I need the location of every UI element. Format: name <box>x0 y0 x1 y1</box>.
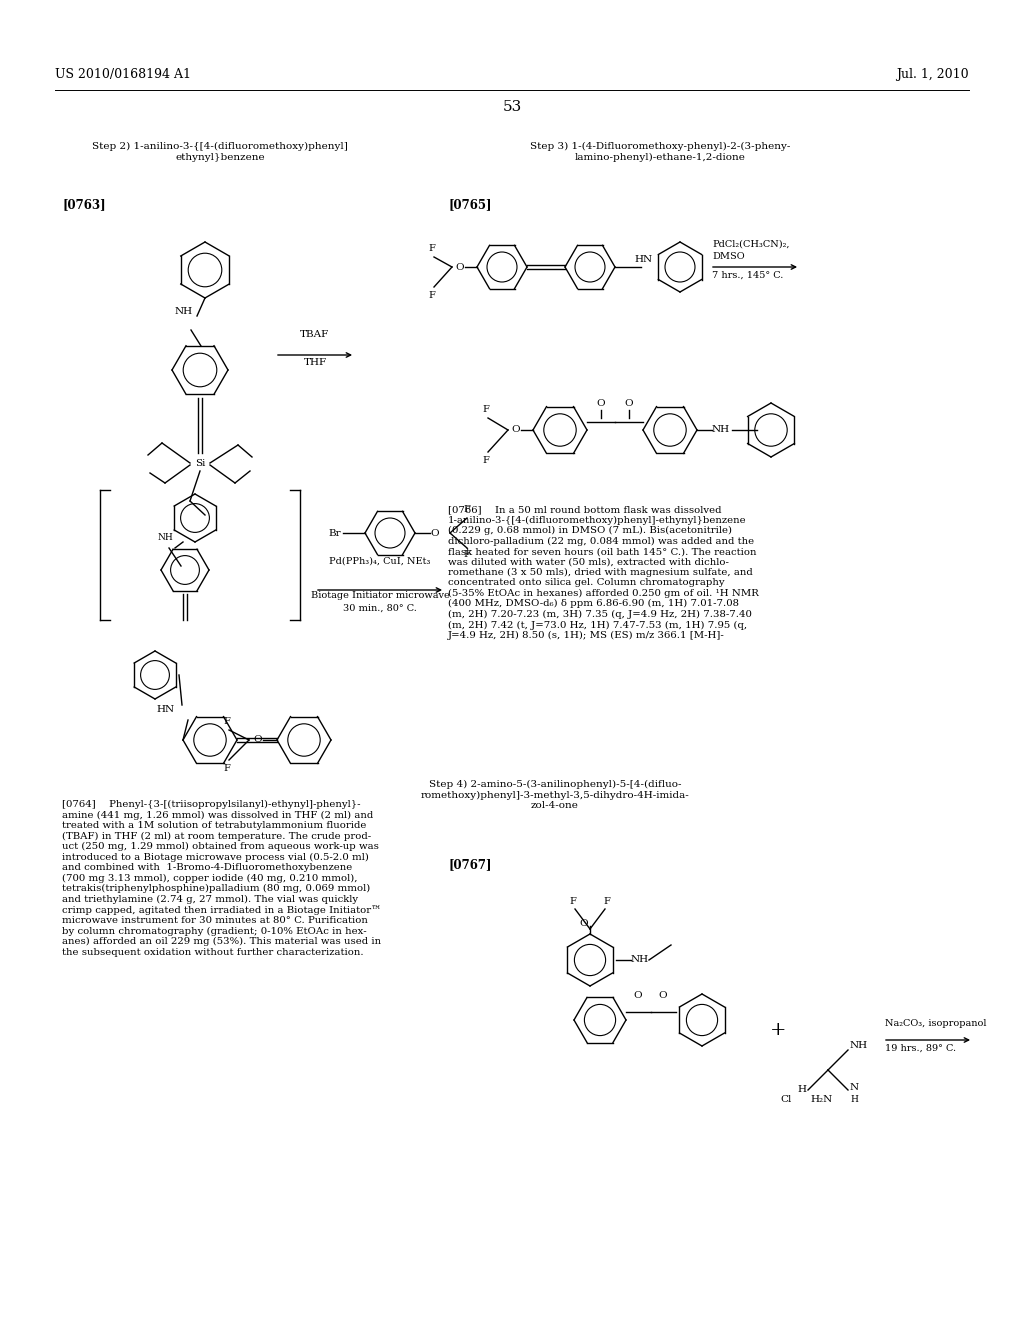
Text: F: F <box>429 290 435 300</box>
Text: THF: THF <box>303 358 327 367</box>
Text: H: H <box>850 1096 858 1105</box>
Text: F: F <box>223 764 230 774</box>
Text: N: N <box>850 1084 859 1093</box>
Text: H: H <box>797 1085 806 1094</box>
Text: O: O <box>658 991 668 1001</box>
Text: HN: HN <box>635 255 653 264</box>
Text: F: F <box>464 550 470 558</box>
Text: +: + <box>770 1020 786 1039</box>
Text: [0767]: [0767] <box>449 858 492 871</box>
Text: 7 hrs., 145° C.: 7 hrs., 145° C. <box>712 271 783 280</box>
Text: F: F <box>569 898 577 906</box>
Text: NH: NH <box>157 533 173 543</box>
Text: [0766]  In a 50 ml round bottom flask was dissolved
1-anilino-3-{[4-(difluoromet: [0766] In a 50 ml round bottom flask was… <box>449 506 759 640</box>
Text: NH: NH <box>712 425 730 434</box>
Text: Step 3) 1-(4-Difluoromethoxy-phenyl)-2-(3-pheny-
lamino-phenyl)-ethane-1,2-dione: Step 3) 1-(4-Difluoromethoxy-phenyl)-2-(… <box>529 143 791 161</box>
Text: Jul. 1, 2010: Jul. 1, 2010 <box>896 69 969 81</box>
Text: F: F <box>223 717 230 726</box>
Text: [0765]: [0765] <box>449 198 492 211</box>
Text: PdCl₂(CH₃CN)₂,: PdCl₂(CH₃CN)₂, <box>712 240 790 249</box>
Text: NH: NH <box>631 956 649 965</box>
Text: H₂N: H₂N <box>810 1096 833 1105</box>
Text: NH: NH <box>850 1041 868 1051</box>
Text: [0764]  Phenyl-{3-[(triisopropylsilanyl)-ethynyl]-phenyl}-
amine (441 mg, 1.26 m: [0764] Phenyl-{3-[(triisopropylsilanyl)-… <box>62 800 381 957</box>
Text: O: O <box>580 919 588 928</box>
Text: 53: 53 <box>503 100 521 114</box>
Text: O: O <box>634 991 642 1001</box>
Text: DMSO: DMSO <box>712 252 744 261</box>
Text: O: O <box>253 735 262 744</box>
Text: F: F <box>482 455 489 465</box>
Text: Biotage Initiator microwave: Biotage Initiator microwave <box>310 591 450 601</box>
Text: O: O <box>430 528 438 537</box>
Text: Step 4) 2-amino-5-(3-anilinophenyl)-5-[4-(difluo-
romethoxy)phenyl]-3-methyl-3,5: Step 4) 2-amino-5-(3-anilinophenyl)-5-[4… <box>421 780 689 810</box>
Text: F: F <box>464 506 470 513</box>
Text: NH: NH <box>175 308 194 317</box>
Text: Na₂CO₃, isopropanol: Na₂CO₃, isopropanol <box>885 1019 986 1028</box>
Text: F: F <box>429 244 435 253</box>
Text: 30 min., 80° C.: 30 min., 80° C. <box>343 605 417 612</box>
Text: F: F <box>482 405 489 414</box>
Text: O: O <box>597 399 605 408</box>
Text: O: O <box>625 399 633 408</box>
Text: HN: HN <box>157 705 175 714</box>
Text: TBAF: TBAF <box>300 330 330 339</box>
Text: F: F <box>603 898 610 906</box>
Text: [0763]: [0763] <box>62 198 105 211</box>
Text: US 2010/0168194 A1: US 2010/0168194 A1 <box>55 69 191 81</box>
Text: Step 2) 1-anilino-3-{[4-(difluoromethoxy)phenyl]
ethynyl}benzene: Step 2) 1-anilino-3-{[4-(difluoromethoxy… <box>92 143 348 161</box>
Text: 19 hrs., 89° C.: 19 hrs., 89° C. <box>885 1044 956 1053</box>
Text: O: O <box>456 263 464 272</box>
Text: Si: Si <box>195 458 205 467</box>
Text: Cl: Cl <box>780 1096 792 1105</box>
Text: O: O <box>511 425 520 434</box>
Text: Br: Br <box>329 528 341 537</box>
Text: Pd(PPh₃)₄, CuI, NEt₃: Pd(PPh₃)₄, CuI, NEt₃ <box>330 557 431 566</box>
